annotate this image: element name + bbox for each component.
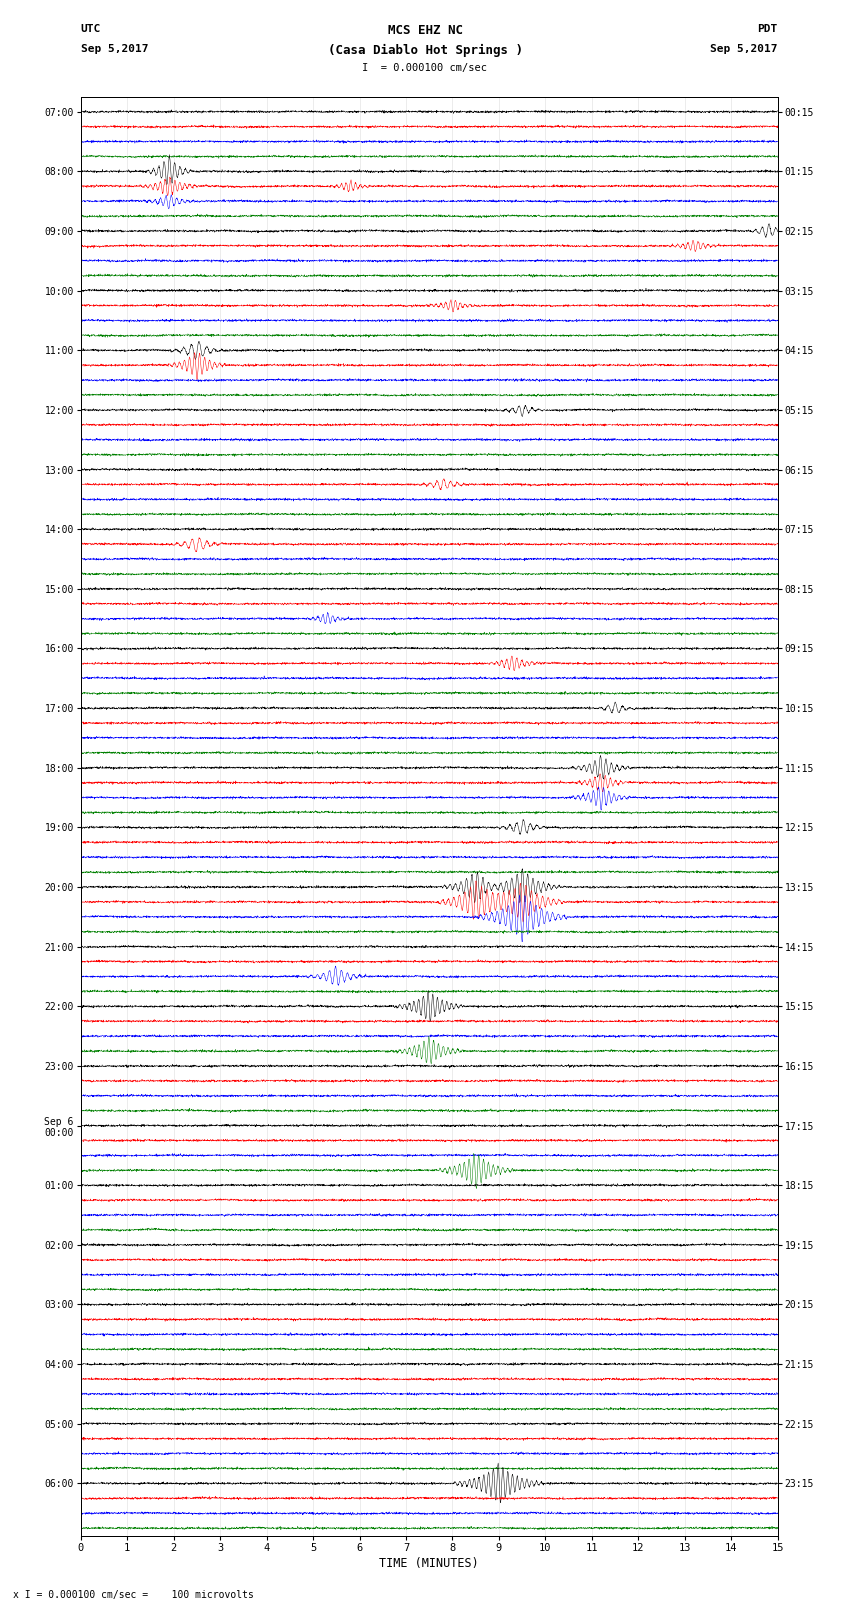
Text: (Casa Diablo Hot Springs ): (Casa Diablo Hot Springs ) (327, 44, 523, 56)
Text: MCS EHZ NC: MCS EHZ NC (388, 24, 462, 37)
Text: UTC: UTC (81, 24, 101, 34)
Text: PDT: PDT (757, 24, 778, 34)
Text: x I = 0.000100 cm/sec =    100 microvolts: x I = 0.000100 cm/sec = 100 microvolts (13, 1590, 253, 1600)
Text: Sep 5,2017: Sep 5,2017 (81, 44, 148, 53)
Text: I  = 0.000100 cm/sec: I = 0.000100 cm/sec (362, 63, 488, 73)
Text: Sep 5,2017: Sep 5,2017 (711, 44, 778, 53)
X-axis label: TIME (MINUTES): TIME (MINUTES) (379, 1557, 479, 1569)
